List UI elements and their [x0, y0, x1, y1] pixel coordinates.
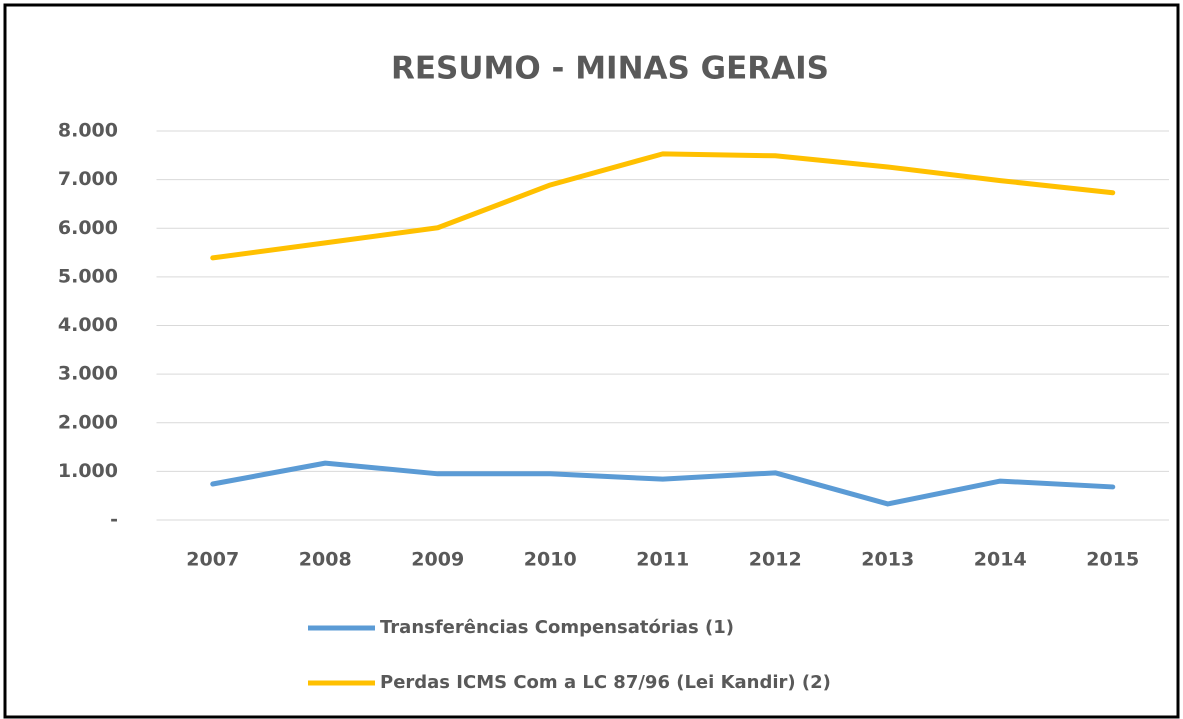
series-line [210, 151, 1116, 261]
y-tick-label: 4.000 [58, 314, 118, 336]
y-tick-label: 3.000 [58, 363, 118, 385]
x-tick-label: 2013 [861, 549, 914, 571]
y-tick-label: 6.000 [58, 217, 118, 239]
y-tick-label: 5.000 [58, 265, 118, 287]
x-tick-label: 2015 [1086, 549, 1139, 571]
y-tick-label: 7.000 [58, 168, 118, 190]
legend-label: Transferências Compensatórias (1) [380, 617, 734, 638]
series-line [210, 460, 1116, 507]
y-tick-label: 2.000 [58, 411, 118, 433]
y-tick-label: 8.000 [58, 120, 118, 142]
x-tick-label: 2014 [974, 549, 1027, 571]
legend-label: Perdas ICMS Com a LC 87/96 (Lei Kandir) … [380, 672, 831, 693]
x-tick-label: 2011 [636, 549, 689, 571]
x-tick-label: 2008 [299, 549, 352, 571]
chart-frame [3, 3, 1180, 719]
x-tick-label: 2012 [749, 549, 802, 571]
x-tick-label: 2010 [524, 549, 577, 571]
y-tick-label: - [110, 509, 118, 531]
x-tick-label: 2007 [186, 549, 239, 571]
x-tick-label: 2009 [411, 549, 464, 571]
y-tick-label: 1.000 [58, 460, 118, 482]
chart-title: RESUMO - MINAS GERAIS [391, 51, 829, 87]
